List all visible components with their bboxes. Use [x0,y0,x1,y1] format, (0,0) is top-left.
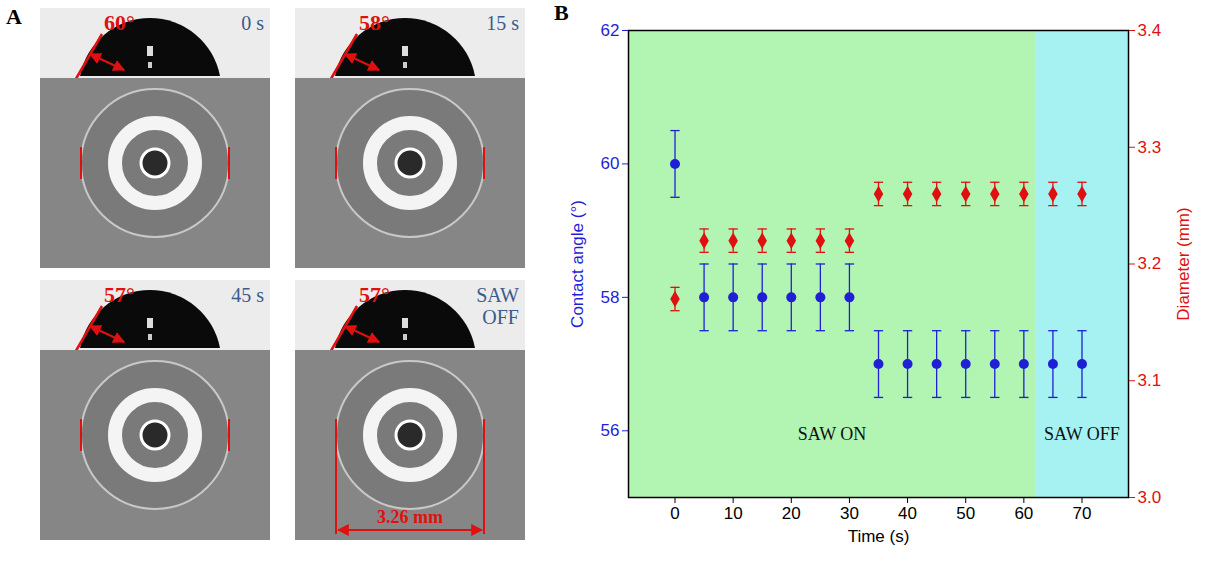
svg-text:0: 0 [670,504,679,523]
svg-text:SAW ON: SAW ON [798,424,867,444]
svg-text:Contact angle (°): Contact angle (°) [568,200,587,328]
svg-text:40: 40 [898,504,917,523]
svg-text:3.0: 3.0 [1138,488,1162,507]
svg-text:62: 62 [601,21,620,40]
svg-text:60: 60 [601,154,620,173]
svg-text:3.3: 3.3 [1138,138,1162,157]
svg-text:OFF: OFF [482,306,519,328]
svg-text:58: 58 [601,288,620,307]
svg-text:45 s: 45 s [231,284,264,306]
svg-text:30: 30 [840,504,859,523]
svg-text:56: 56 [601,421,620,440]
svg-text:57°: 57° [359,282,390,307]
svg-text:3.2: 3.2 [1138,254,1162,273]
svg-text:57°: 57° [104,282,135,307]
svg-text:50: 50 [956,504,975,523]
svg-text:SAW OFF: SAW OFF [1044,424,1120,444]
svg-text:10: 10 [724,504,743,523]
svg-text:0 s: 0 s [241,12,264,34]
svg-text:60°: 60° [104,10,135,35]
svg-text:3.26 mm: 3.26 mm [377,507,443,527]
svg-text:Diameter (mm): Diameter (mm) [1174,207,1193,320]
svg-text:70: 70 [1073,504,1092,523]
svg-text:Time (s): Time (s) [848,527,910,546]
svg-text:SAW: SAW [476,284,519,306]
svg-text:58°: 58° [359,10,390,35]
svg-text:3.4: 3.4 [1138,21,1162,40]
svg-text:A: A [6,4,22,29]
svg-text:15 s: 15 s [486,12,519,34]
html-text:B: B [554,0,569,25]
svg-text:60: 60 [1014,504,1033,523]
svg-text:20: 20 [782,504,801,523]
svg-text:3.1: 3.1 [1138,371,1162,390]
